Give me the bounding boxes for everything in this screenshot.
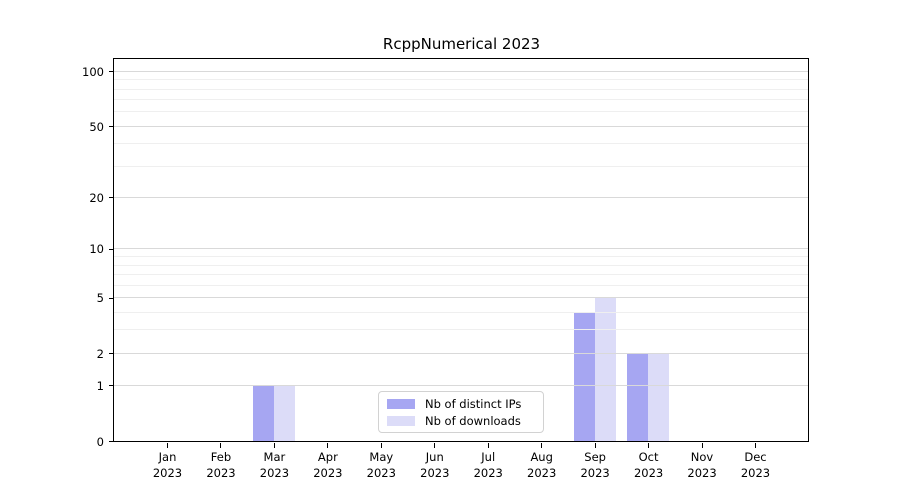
y-tick <box>109 197 114 199</box>
x-tick <box>273 443 275 448</box>
gridline-minor <box>114 79 808 81</box>
y-tick-label: 5 <box>96 291 104 306</box>
x-tick <box>701 443 703 448</box>
y-tick-label: 2 <box>96 346 104 361</box>
x-tick <box>487 443 489 448</box>
y-tick-label: 1 <box>96 378 104 393</box>
x-tick <box>167 443 168 448</box>
gridline-minor <box>114 284 808 286</box>
gridline-minor <box>114 311 808 313</box>
x-tick-label: Feb 2023 <box>206 450 236 480</box>
y-tick <box>109 441 114 442</box>
bar-distinct-ips-sep <box>573 312 595 441</box>
y-tick <box>109 71 114 73</box>
x-tick-label: Sep 2023 <box>580 450 610 480</box>
gridline-major <box>114 248 808 250</box>
gridline-minor <box>114 273 808 275</box>
bar-downloads-mar <box>273 385 295 441</box>
y-tick-label: 50 <box>89 119 104 134</box>
legend-item-distinct-ips: Nb of distinct IPs <box>387 396 535 411</box>
x-tick <box>434 443 436 448</box>
bar-downloads-sep <box>594 297 616 441</box>
legend-item-downloads: Nb of downloads <box>387 413 535 428</box>
gridline-minor <box>114 99 808 101</box>
gridline-minor <box>114 88 808 90</box>
x-tick-label: Oct 2023 <box>633 450 664 480</box>
gridline-minor <box>114 264 808 266</box>
y-tick-label: 20 <box>89 190 104 205</box>
y-tick-label: 10 <box>89 242 104 257</box>
x-tick <box>220 443 222 448</box>
y-tick <box>109 297 114 299</box>
y-tick <box>109 126 114 128</box>
bar-downloads-oct <box>648 353 670 441</box>
chart-title: RcppNumerical 2023 <box>382 35 541 53</box>
y-tick-label: 0 <box>96 434 104 449</box>
y-tick <box>109 385 114 387</box>
x-tick-label: Aug 2023 <box>527 450 557 480</box>
legend-label-downloads: Nb of downloads <box>425 413 521 428</box>
x-tick-label: Jan 2023 <box>152 450 183 480</box>
plot-area <box>113 58 809 442</box>
legend-swatch-downloads <box>387 415 415 426</box>
gridline-major <box>114 297 808 299</box>
x-tick-label: Apr 2023 <box>313 450 343 480</box>
y-tick-label: 100 <box>82 64 104 79</box>
gridline-minor <box>114 143 808 145</box>
x-tick <box>594 443 596 448</box>
x-tick-label: Jun 2023 <box>420 450 450 480</box>
x-tick <box>327 443 329 448</box>
gridline-major <box>114 125 808 127</box>
x-tick <box>380 443 382 448</box>
gridline-major <box>114 384 808 386</box>
gridline-minor <box>114 111 808 113</box>
gridline-major <box>114 70 808 72</box>
legend-label-distinct-ips: Nb of distinct IPs <box>425 396 522 411</box>
x-tick-label: Jul 2023 <box>473 450 503 480</box>
y-tick <box>109 353 114 355</box>
gridline-major <box>114 196 808 198</box>
gridline-minor <box>114 165 808 167</box>
bar-distinct-ips-oct <box>627 353 649 441</box>
x-tick-label: Dec 2023 <box>740 450 771 480</box>
y-tick <box>109 248 114 250</box>
x-tick <box>541 443 543 448</box>
x-tick-label: Mar 2023 <box>259 450 290 480</box>
bar-distinct-ips-mar <box>252 385 274 441</box>
gridline-minor <box>114 256 808 258</box>
x-tick-label: May 2023 <box>366 450 396 480</box>
legend: Nb of distinct IPs Nb of downloads <box>378 391 544 433</box>
legend-swatch-distinct-ips <box>387 398 415 409</box>
x-tick <box>648 443 650 448</box>
x-tick <box>755 443 756 448</box>
x-tick-label: Nov 2023 <box>687 450 717 480</box>
gridline-major <box>114 352 808 354</box>
gridline-minor <box>114 329 808 331</box>
